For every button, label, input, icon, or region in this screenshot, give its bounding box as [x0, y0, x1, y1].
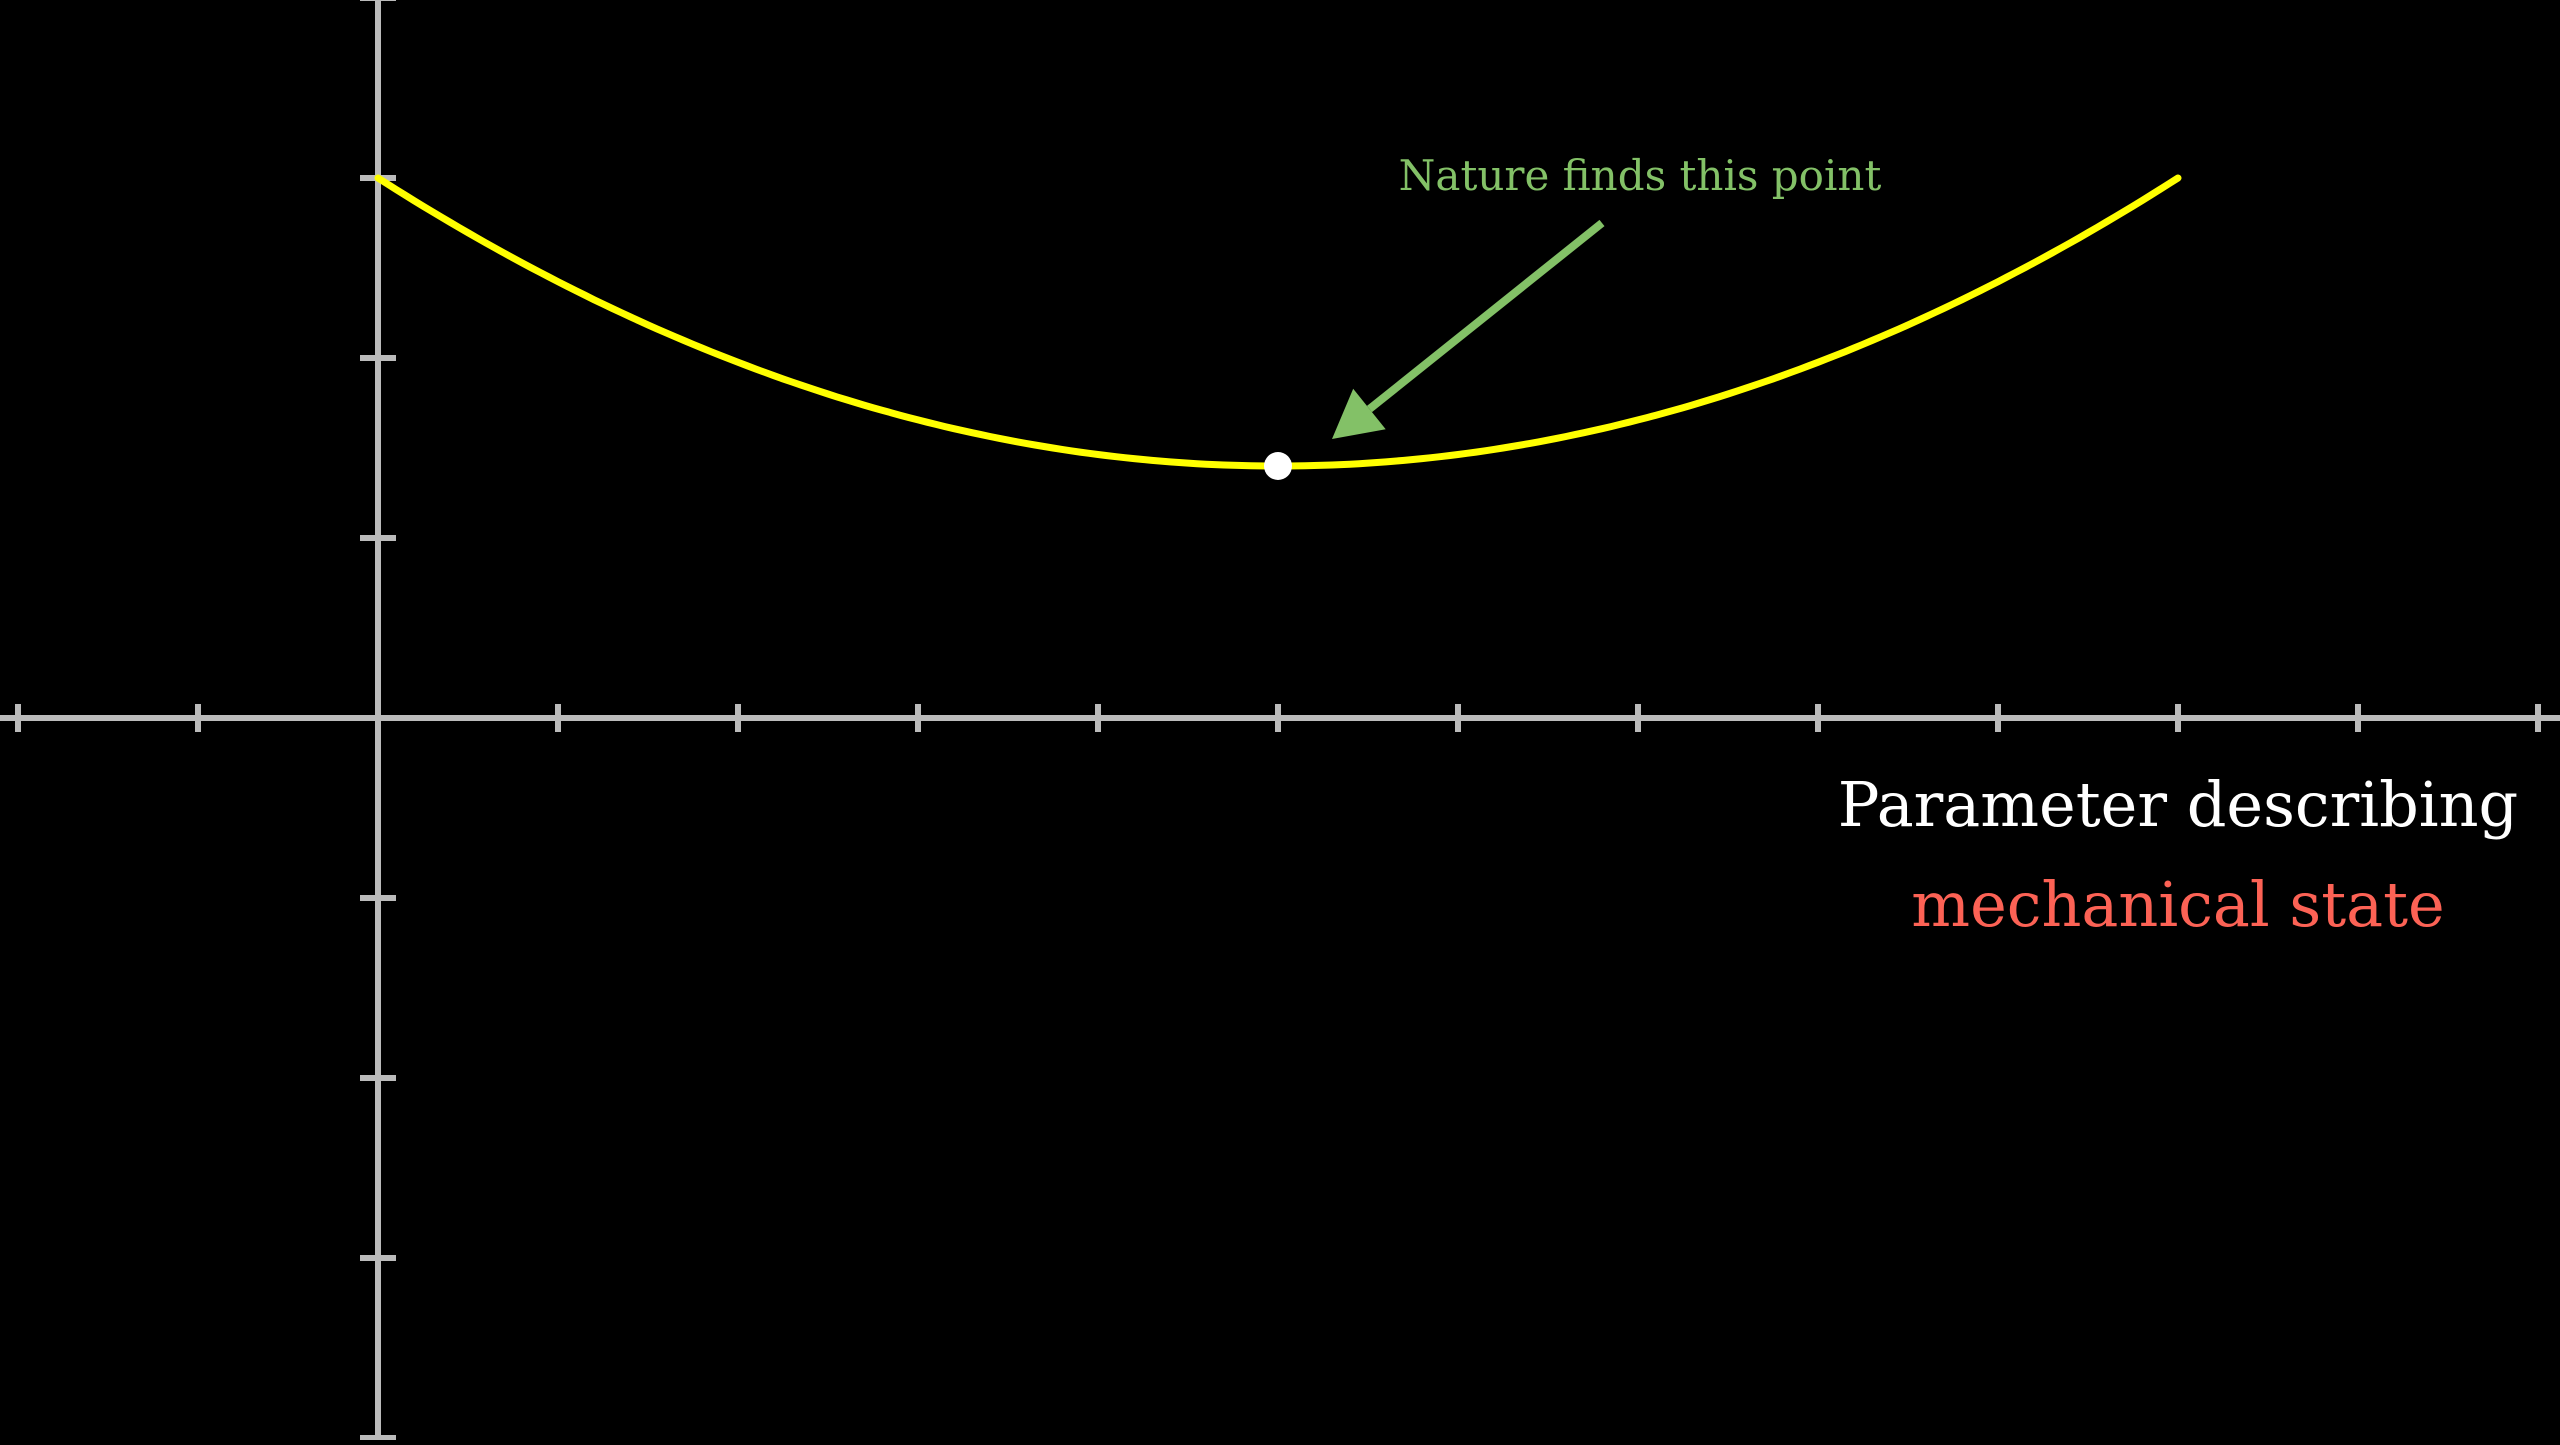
- annotation-arrow-shaft: [1366, 219, 1605, 413]
- curve-layer: [374, 174, 2182, 480]
- annotation-arrow-head: [1332, 388, 1386, 439]
- annotation-label: Nature finds this point: [1399, 151, 1882, 200]
- energy-curve: [374, 174, 2182, 470]
- minimum-point: [1264, 452, 1292, 480]
- axis-caption-line1: Parameter describing: [1838, 768, 2518, 841]
- axis-caption-line2: mechanical state: [1911, 868, 2444, 941]
- annotation-layer: Nature finds this point: [1332, 151, 1881, 439]
- axis-caption: Parameter describing mechanical state: [1838, 768, 2518, 941]
